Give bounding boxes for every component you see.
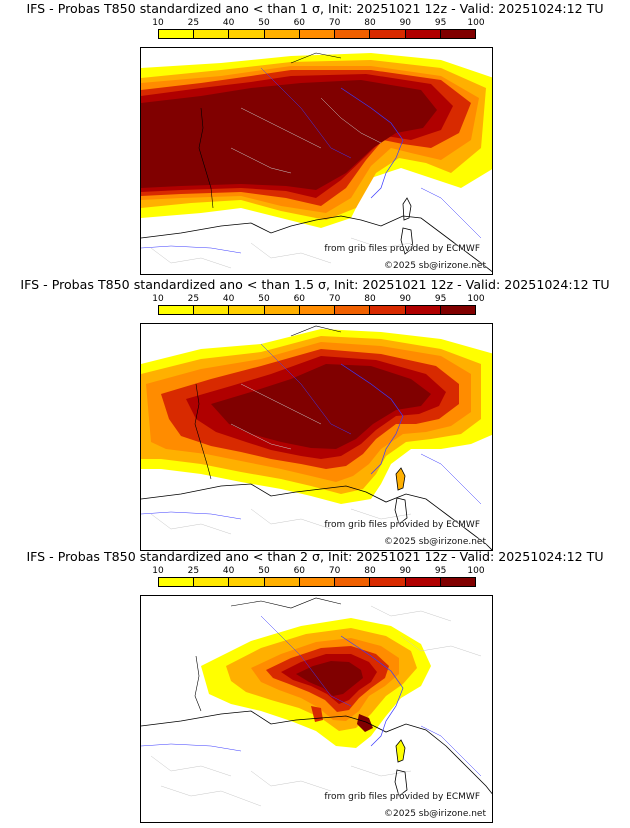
colorbar-swatch [370,30,406,38]
colorbar-tick: 80 [364,566,376,576]
map-canvas [141,325,492,550]
colorbar-tick: 10 [152,18,164,28]
colorbar-tick: 70 [328,18,341,28]
colorbar-tick: 95 [434,566,447,576]
colorbar-swatch [194,306,230,314]
colorbar-tick: 80 [364,294,376,304]
colorbar-tick: 25 [187,18,200,28]
colorbar-tick: 10 [152,294,164,304]
colorbar-tick: 100 [467,18,485,28]
colorbar-swatch [229,30,265,38]
colorbar-boxes [158,305,476,315]
colorbar-swatch [335,306,371,314]
map-canvas [141,597,492,807]
colorbar-tick: 60 [293,566,306,576]
colorbar-tick: 90 [399,566,412,576]
colorbar-tick: 50 [258,18,270,28]
colorbar-tick-labels: 10 25 40 50 60 70 80 90 95 100 [152,566,484,577]
probability-map-3: from grib files provided by ECMWF ©2025 … [140,595,493,823]
colorbar-swatch [159,306,195,314]
colorbar-tick-labels: 10 25 40 50 60 70 80 90 95 100 [152,294,484,305]
colorbar-swatch [159,30,195,38]
data-source-credit: from grib files provided by ECMWF [324,244,480,254]
map-panel-1: IFS - Probas T850 standardized ano < tha… [0,0,630,276]
colorbar-tick: 100 [467,294,485,304]
colorbar-swatch [229,578,265,586]
colorbar-tick: 90 [399,294,412,304]
map-canvas [141,52,492,272]
colorbar-swatch [264,30,300,38]
colorbar: 10 25 40 50 60 70 80 90 95 100 [152,18,485,42]
colorbar: 10 25 40 50 60 70 80 90 95 100 [152,294,485,318]
colorbar-tick: 80 [364,18,376,28]
colorbar-swatch [229,306,265,314]
colorbar-swatch [370,306,406,314]
colorbar-swatch [194,578,230,586]
copyright-text: ©2025 sb@irizone.net [384,809,486,819]
colorbar-swatch [159,578,195,586]
colorbar-tick: 95 [434,18,447,28]
colorbar-swatch [335,578,371,586]
colorbar-swatch [299,30,336,38]
copyright-text: ©2025 sb@irizone.net [384,537,486,547]
colorbar-tick: 70 [328,566,341,576]
copyright-text: ©2025 sb@irizone.net [384,261,486,271]
colorbar-swatch [194,30,230,38]
panel-title: IFS - Probas T850 standardized ano < tha… [26,1,604,16]
colorbar-swatch [405,30,441,38]
colorbar-tick: 60 [293,18,306,28]
colorbar-swatch [335,30,371,38]
map-panel-3: IFS - Probas T850 standardized ano < tha… [0,548,630,824]
colorbar-swatch [440,306,475,314]
colorbar-tick: 40 [222,566,235,576]
colorbar-tick: 95 [434,294,447,304]
colorbar-swatch [440,30,475,38]
colorbar-tick: 50 [258,294,270,304]
probability-map-2: from grib files provided by ECMWF ©2025 … [140,323,493,551]
colorbar-tick: 70 [328,294,341,304]
colorbar-tick: 100 [467,566,485,576]
map-panel-2: IFS - Probas T850 standardized ano < tha… [0,276,630,552]
panel-title: IFS - Probas T850 standardized ano < tha… [20,277,610,292]
colorbar-swatch [299,578,336,586]
colorbar-boxes [158,577,476,587]
colorbar-swatch [405,306,441,314]
colorbar-swatch [264,578,300,586]
colorbar-swatch [370,578,406,586]
colorbar-swatch [264,306,300,314]
colorbar-tick: 90 [399,18,412,28]
colorbar-tick: 60 [293,294,306,304]
colorbar: 10 25 40 50 60 70 80 90 95 100 [152,566,485,590]
colorbar-boxes [158,29,476,39]
colorbar-swatch [405,578,441,586]
colorbar-tick: 25 [187,294,200,304]
colorbar-tick: 10 [152,566,164,576]
data-source-credit: from grib files provided by ECMWF [324,792,480,802]
data-source-credit: from grib files provided by ECMWF [324,520,480,530]
colorbar-tick: 25 [187,566,200,576]
panel-title: IFS - Probas T850 standardized ano < tha… [26,549,604,564]
colorbar-tick: 40 [222,294,235,304]
colorbar-tick: 50 [258,566,270,576]
colorbar-swatch [440,578,475,586]
colorbar-tick: 40 [222,18,235,28]
probability-map-1: from grib files provided by ECMWF ©2025 … [140,47,493,275]
colorbar-tick-labels: 10 25 40 50 60 70 80 90 95 100 [152,18,484,29]
colorbar-swatch [299,306,336,314]
